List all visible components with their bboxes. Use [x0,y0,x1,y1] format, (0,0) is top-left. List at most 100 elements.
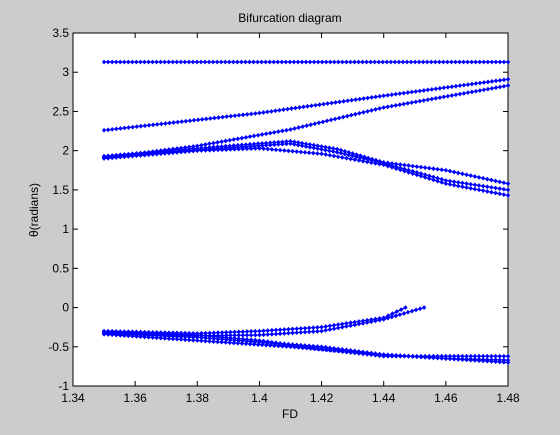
data-point [243,341,249,347]
data-point [364,159,370,165]
data-point [473,88,479,94]
y-tick-label: 1.5 [52,183,69,197]
data-point [325,101,330,106]
data-point [239,144,245,150]
data-point [211,339,216,344]
data-point [348,320,353,326]
data-point [477,88,483,93]
data-point [319,146,324,152]
data-point [381,162,386,168]
data-point [175,119,180,125]
data-point [451,179,457,185]
data-point [356,157,362,163]
data-point [312,346,318,352]
data-point [348,323,353,328]
data-point [360,59,365,65]
data-point [315,328,320,334]
data-point [372,59,377,65]
data-point [130,124,135,130]
data-point [353,111,358,117]
data-point [240,112,246,118]
data-point [105,127,111,133]
x-axis-label: FD [282,407,298,421]
data-point [441,94,447,100]
data-point [368,59,373,65]
data-point [118,154,123,160]
data-point [294,343,299,349]
data-point [389,314,394,320]
data-point [427,176,432,181]
data-point [298,329,304,335]
data-point [501,77,507,83]
data-point [380,59,385,65]
data-point [308,346,313,351]
data-point [142,330,147,336]
data-point [333,100,338,105]
data-point [273,147,279,153]
data-point [291,59,297,65]
data-point [429,59,434,65]
data-point [398,307,404,312]
data-point [142,59,147,65]
data-point [101,329,107,335]
data-point [361,109,366,115]
data-point [331,153,337,159]
data-point [162,331,168,337]
data-point [417,98,422,104]
data-point [493,353,498,359]
data-point [331,146,336,151]
data-point [150,122,156,128]
data-point [461,59,466,65]
data-point [150,59,155,65]
data-point [210,59,216,65]
data-point [505,192,511,198]
data-point [323,152,328,157]
data-point [231,59,236,65]
data-point [174,336,180,342]
data-point [303,141,309,147]
data-point [305,103,310,109]
data-point [447,356,453,362]
data-point [300,124,305,130]
data-point [451,356,457,362]
data-point [239,341,245,346]
data-point [195,332,200,338]
data-point [456,179,461,185]
data-point [342,151,348,157]
data-point [296,125,301,130]
data-point [207,141,212,147]
y-tick-label: 3.5 [52,26,69,40]
data-point [282,341,287,347]
data-point [497,359,502,365]
data-point [385,315,390,321]
data-point [418,173,424,179]
data-point [315,346,320,351]
data-point [323,147,328,153]
data-point [302,149,308,155]
data-point [453,83,459,89]
data-point [240,336,246,342]
data-point [219,339,224,345]
data-point [464,185,469,190]
data-point [431,166,436,172]
data-point [493,185,498,191]
data-point [489,85,495,91]
data-point [286,330,291,336]
data-point [307,144,313,150]
data-point [465,90,471,96]
data-point [255,342,261,347]
data-point [248,146,254,152]
data-point [497,191,502,197]
data-point [306,150,312,156]
data-point [501,180,507,186]
data-point [485,189,490,194]
data-point [166,59,171,65]
data-point [362,156,367,162]
data-point [219,330,225,335]
data-point [247,143,253,149]
data-point [253,146,258,151]
data-point [281,107,286,113]
data-point [456,170,461,176]
data-point [338,150,344,156]
data-point [182,332,188,338]
